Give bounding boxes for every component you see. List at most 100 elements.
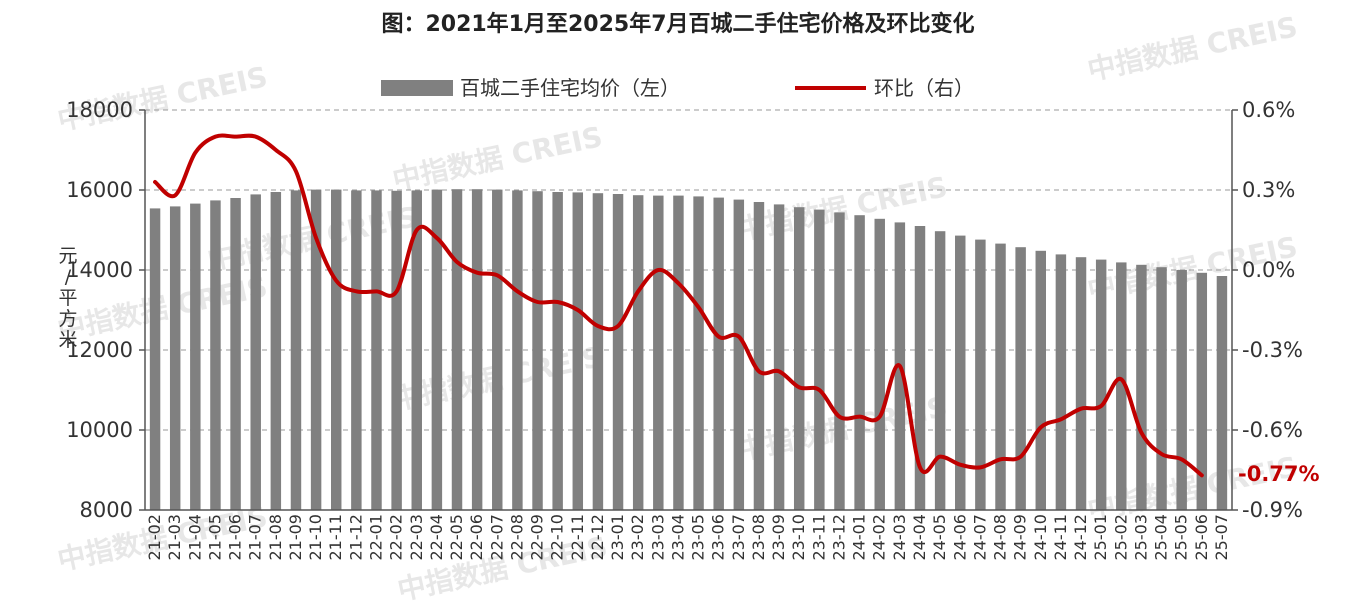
left-tick-label: 18000 (66, 98, 133, 122)
x-tick-label: 22-06 (467, 514, 486, 561)
bar (391, 190, 402, 511)
bar (673, 195, 684, 510)
bar (492, 189, 503, 510)
left-axis-ticks: 18000 16000 14000 12000 10000 8000 (66, 98, 145, 522)
bar (914, 226, 926, 510)
bar (1116, 262, 1127, 510)
x-tick-label: 22-04 (427, 514, 446, 561)
bar (1075, 257, 1087, 510)
axes (144, 110, 1233, 511)
bar (351, 190, 362, 510)
bar (572, 192, 584, 510)
x-tick-label: 22-03 (407, 514, 426, 561)
bar (512, 190, 523, 510)
bar (854, 215, 865, 510)
x-tick-label: 22-02 (387, 514, 406, 561)
bar (975, 239, 986, 510)
x-tick-label: 25-06 (1192, 514, 1211, 561)
bar (1035, 250, 1047, 511)
bar (169, 206, 181, 510)
left-tick-label: 10000 (66, 418, 133, 442)
right-axis-ticks: 0.6% 0.3% 0.0% -0.3% -0.6% -0.9% (1232, 98, 1303, 522)
line-series (153, 133, 1204, 478)
x-tick-label: 24-10 (1031, 514, 1050, 561)
x-tick-label: 23-11 (809, 514, 828, 561)
x-tick-label: 24-02 (870, 514, 889, 561)
bar (270, 192, 282, 510)
gridlines (145, 109, 1232, 431)
left-tick-label: 16000 (66, 178, 133, 202)
bar (592, 193, 604, 510)
x-tick-label: 23-08 (749, 514, 768, 561)
left-tick-label: 8000 (80, 498, 133, 522)
bar (471, 189, 483, 510)
bar (149, 208, 161, 510)
bar (934, 231, 946, 510)
bar (330, 189, 342, 510)
x-tick-label: 23-04 (668, 514, 687, 561)
x-tick-label: 22-01 (366, 514, 385, 561)
x-tick-label: 21-05 (205, 514, 224, 561)
bar (451, 189, 463, 510)
left-tick-label: 14000 (66, 258, 133, 282)
legend-bar-label: 百城二手住宅均价（左） (460, 76, 680, 100)
x-tick-label: 24-01 (850, 514, 869, 561)
bar (612, 194, 624, 510)
x-tick-label: 22-05 (447, 514, 466, 561)
x-tick-label: 23-06 (709, 514, 728, 561)
left-axis-unit-label: 元/平方米 (58, 245, 77, 351)
x-tick-label: 22-08 (507, 514, 526, 561)
x-tick-label: 22-11 (568, 514, 587, 561)
x-tick-label: 22-09 (528, 514, 547, 561)
right-tick-label: -0.6% (1242, 418, 1303, 442)
x-tick-label: 25-03 (1131, 514, 1150, 561)
right-tick-label: 0.6% (1242, 98, 1295, 122)
x-tick-label: 24-06 (950, 514, 969, 561)
bar (773, 204, 785, 510)
bar (693, 196, 704, 510)
x-tick-label: 21-03 (165, 514, 184, 561)
x-tick-label: 24-12 (1071, 514, 1090, 561)
x-tick-label: 23-09 (769, 514, 788, 561)
chart-title: 图：2021年1月至2025年7月百城二手住宅价格及环比变化 (381, 12, 975, 37)
bar (532, 191, 543, 510)
x-tick-label: 21-04 (185, 514, 204, 561)
x-tick-label: 21-12 (346, 514, 365, 561)
watermark-text: 中指数据 CREIS (1085, 10, 1301, 87)
x-tick-label: 23-02 (628, 514, 647, 561)
x-tick-label: 24-09 (1011, 514, 1030, 561)
bar (1176, 270, 1187, 510)
x-tick-label: 23-01 (608, 514, 627, 561)
bar (955, 235, 966, 510)
right-tick-label: -0.9% (1242, 498, 1303, 522)
bar-series (149, 189, 1228, 511)
bar (1055, 254, 1067, 510)
bar (1136, 264, 1147, 510)
legend-bar-swatch (381, 80, 453, 96)
bar (793, 207, 805, 510)
bar (653, 195, 664, 510)
x-tick-label: 24-08 (991, 514, 1010, 561)
bar (1196, 272, 1208, 510)
legend-line-label: 环比（右） (874, 76, 974, 100)
last-value-label: -0.77% (1238, 462, 1320, 486)
bar (834, 212, 845, 510)
bar (250, 194, 261, 510)
x-tick-label: 22-12 (588, 514, 607, 561)
x-tick-label: 24-04 (910, 514, 929, 561)
left-tick-label: 12000 (66, 338, 133, 362)
x-tick-label: 21-02 (145, 514, 164, 561)
bar (210, 200, 221, 510)
bar (290, 190, 302, 510)
bar (371, 190, 382, 510)
legend: 百城二手住宅均价（左） 环比（右） (381, 76, 974, 100)
x-tick-label: 25-05 (1172, 514, 1191, 561)
x-tick-label: 23-10 (789, 514, 808, 561)
bar (431, 189, 443, 510)
bar (1156, 267, 1167, 510)
x-tick-label: 21-10 (306, 514, 325, 561)
bar (874, 218, 885, 511)
x-tick-label: 24-05 (930, 514, 949, 561)
x-tick-label: 23-05 (689, 514, 708, 561)
